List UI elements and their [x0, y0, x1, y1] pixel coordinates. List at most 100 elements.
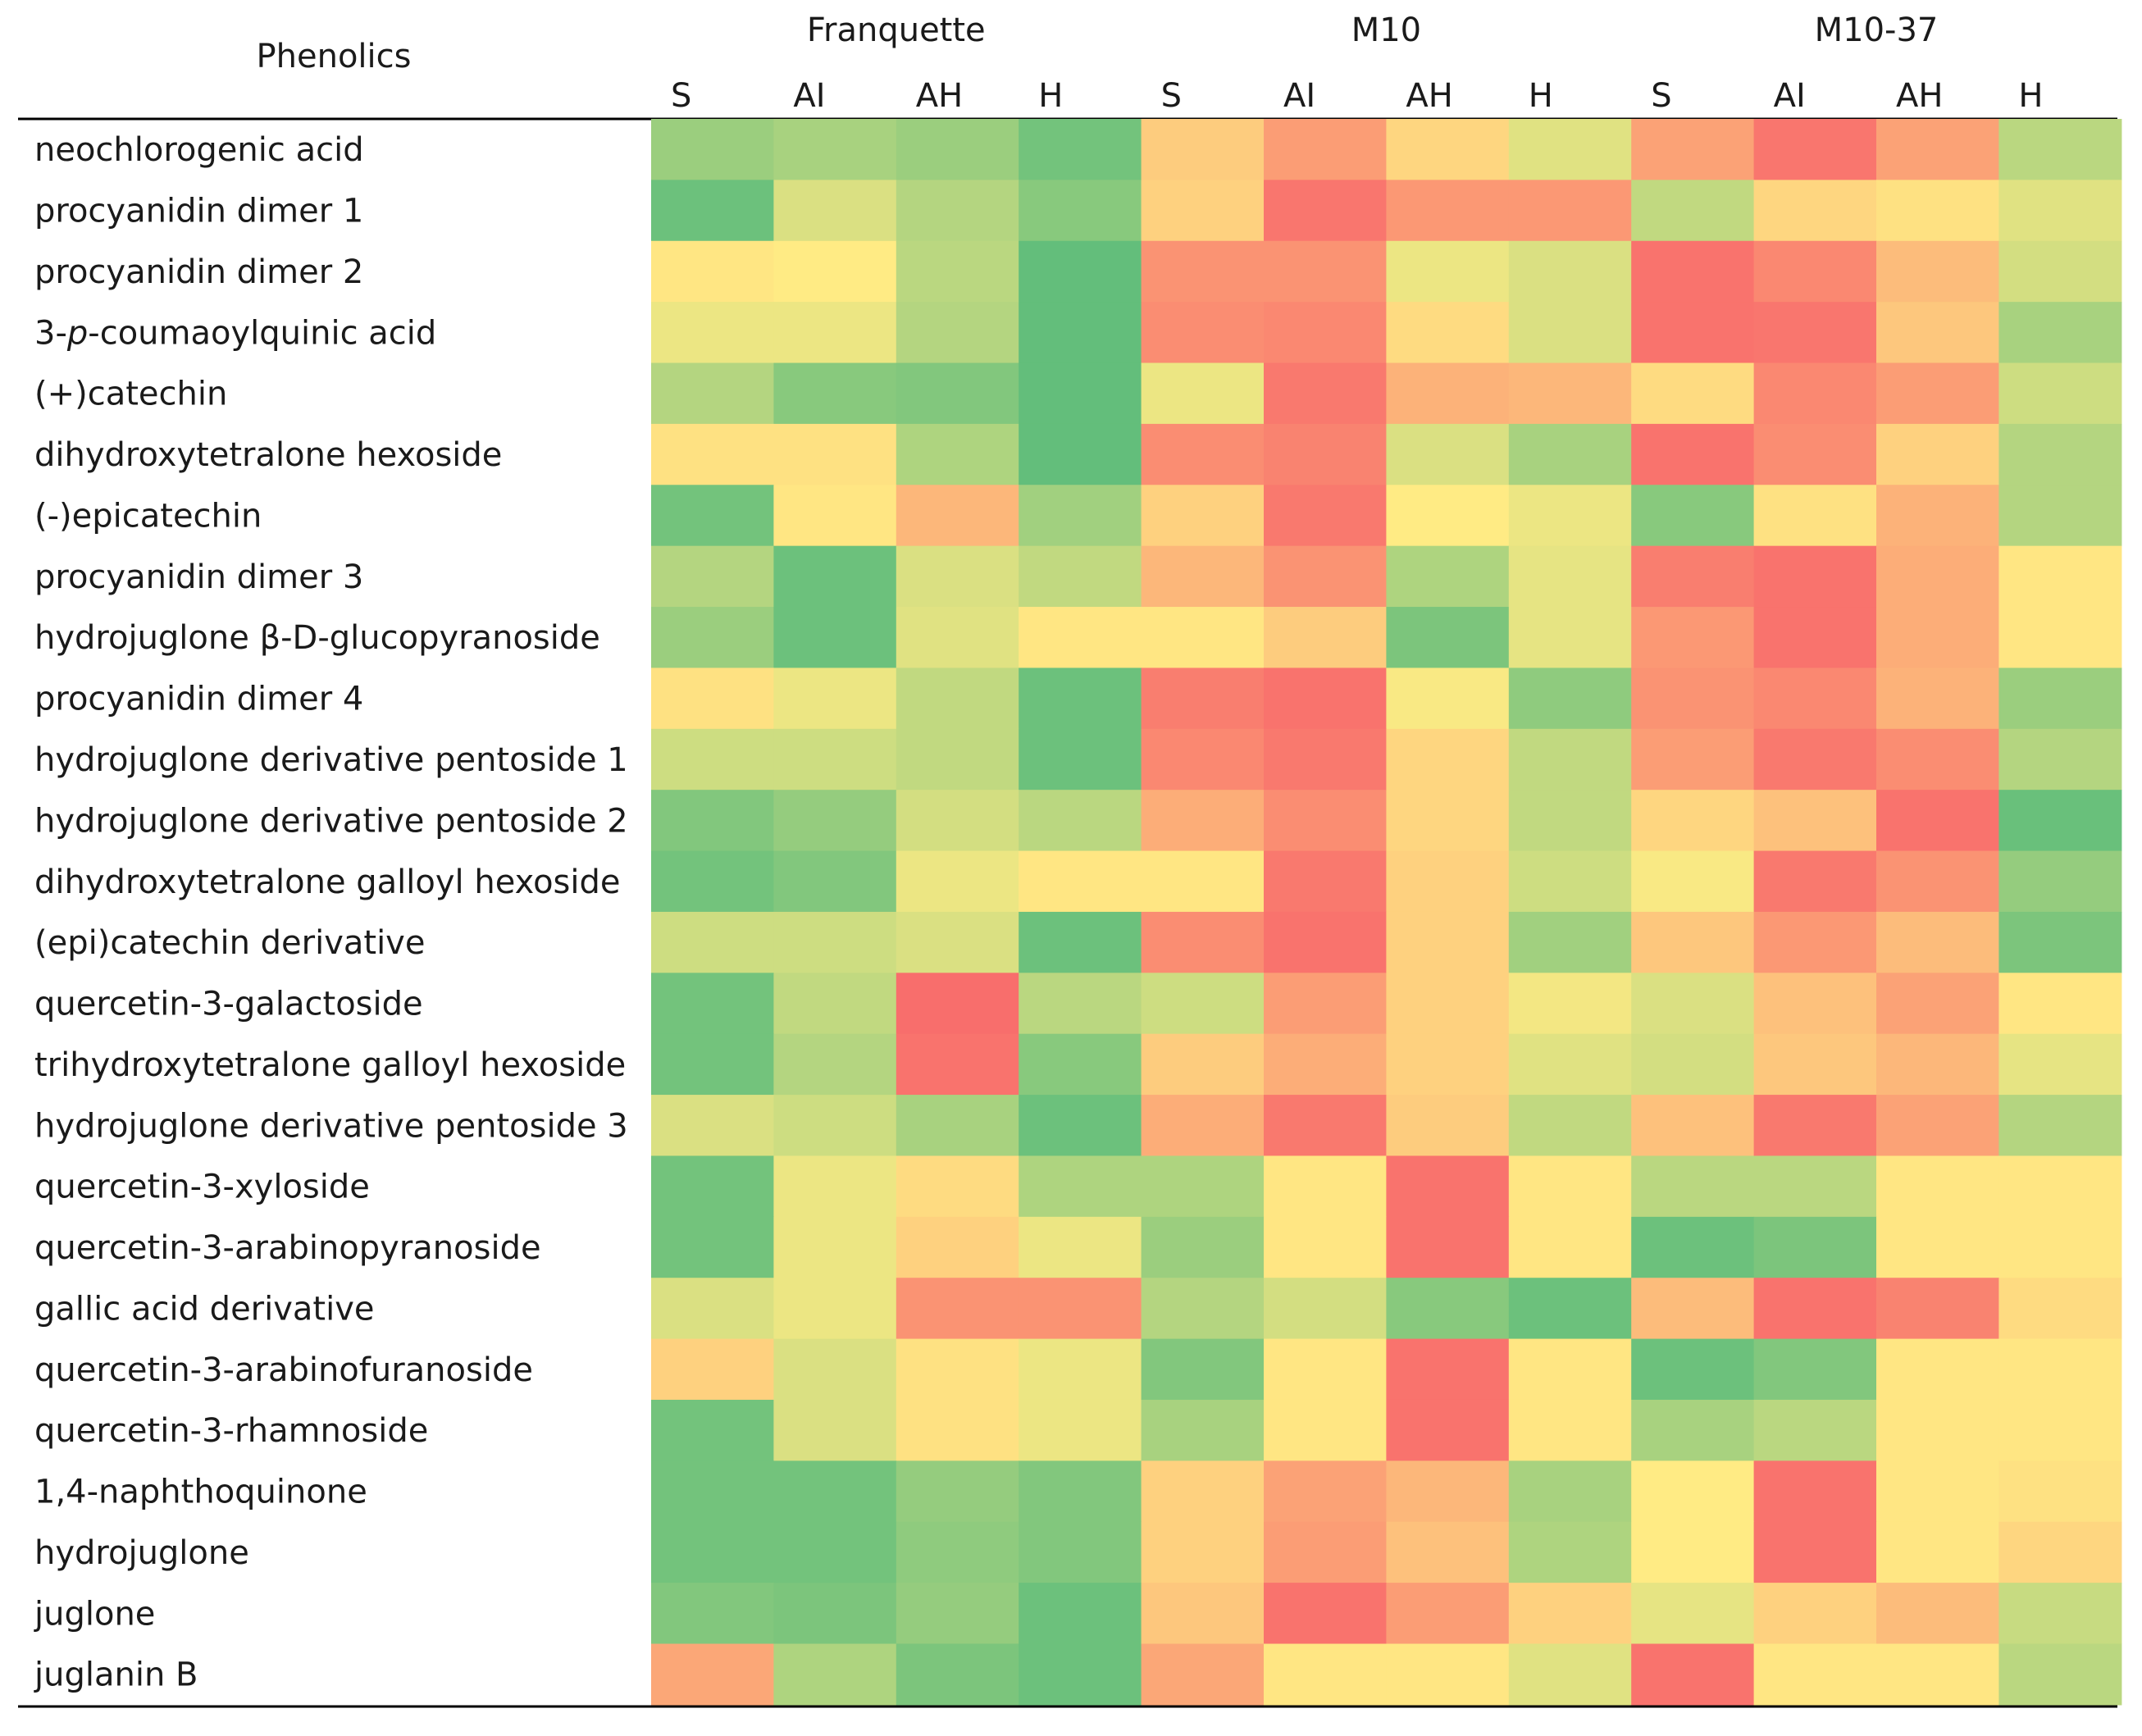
heatmap-cell [1386, 1033, 1510, 1096]
heatmap-cell [1019, 545, 1142, 608]
heatmap-cell [1876, 607, 1999, 669]
heatmap-cell [1753, 1095, 1877, 1157]
heatmap-cell [1386, 850, 1510, 913]
heatmap-cell [1508, 607, 1632, 669]
heatmap-cell [773, 1033, 897, 1096]
heatmap-cell [773, 790, 897, 852]
heatmap-cell [1019, 728, 1142, 791]
heatmap-cell [1019, 668, 1142, 730]
heatmap-cell [1508, 1399, 1632, 1461]
heatmap-cell [1998, 545, 2122, 608]
heatmap-cell [1998, 1095, 2122, 1157]
heatmap-cell [1753, 850, 1877, 913]
heatmap-cell [1386, 1216, 1510, 1278]
heatmap-cell [1876, 485, 1999, 547]
heatmap-cell [1019, 1521, 1142, 1583]
heatmap-cell [1264, 1155, 1387, 1218]
heatmap-cell [896, 728, 1019, 791]
row-label: (+)catechin [34, 376, 227, 413]
heatmap-cell [773, 362, 897, 425]
heatmap-cell [1141, 1521, 1265, 1583]
heatmap-cell [1386, 362, 1510, 425]
heatmap-cell [1876, 1583, 1999, 1645]
heatmap-cell [1264, 302, 1387, 364]
heatmap-cell [1019, 180, 1142, 242]
heatmap-cell [773, 973, 897, 1035]
heatmap-cell [651, 180, 774, 242]
heatmap-cell [1508, 362, 1632, 425]
row-label: procyanidin dimer 3 [34, 558, 363, 596]
row-label: quercetin-3-rhamnoside [34, 1412, 428, 1450]
heatmap-cell [1141, 240, 1265, 303]
heatmap-cell [1386, 790, 1510, 852]
heatmap-cell [896, 1033, 1019, 1096]
heatmap-cell [651, 240, 774, 303]
heatmap-cell [1386, 911, 1510, 973]
heatmap-cell [1141, 302, 1265, 364]
heatmap-cell [1141, 423, 1265, 485]
heatmap-cell [1998, 485, 2122, 547]
row-label: procyanidin dimer 1 [34, 193, 363, 230]
heatmap-cell [1753, 1583, 1877, 1645]
heatmap-cell [1264, 545, 1387, 608]
heatmap-cell [1876, 302, 1999, 364]
heatmap-cell [651, 728, 774, 791]
heatmap-cell [1753, 180, 1877, 242]
heatmap-cell [773, 607, 897, 669]
heatmap-cell [1876, 119, 1999, 180]
heatmap-cell [1141, 1643, 1265, 1706]
heatmap-cell [1141, 485, 1265, 547]
heatmap-cell [773, 545, 897, 608]
row-label: gallic acid derivative [34, 1290, 375, 1328]
heatmap-cell [1631, 668, 1755, 730]
heatmap-cell [1141, 1155, 1265, 1218]
heatmap-cell [1631, 1583, 1755, 1645]
heatmap-cell [1753, 1643, 1877, 1706]
heatmap-cell [1998, 302, 2122, 364]
heatmap-cell [1508, 302, 1632, 364]
heatmap-cell [1876, 1399, 1999, 1461]
heatmap-cell [1508, 790, 1632, 852]
heatmap-cell [1753, 119, 1877, 180]
column-label: S [1161, 77, 1182, 115]
heatmap-cell [1631, 180, 1755, 242]
heatmap-cell [1019, 485, 1142, 547]
heatmap-cell [1631, 1095, 1755, 1157]
heatmap-cell [1141, 362, 1265, 425]
row-label: procyanidin dimer 4 [34, 681, 363, 718]
heatmap-cell [1631, 119, 1755, 180]
heatmap-cell [773, 668, 897, 730]
heatmap-cell [1141, 180, 1265, 242]
heatmap-cell [896, 850, 1019, 913]
heatmap-cell [1631, 302, 1755, 364]
heatmap-cell [1508, 485, 1632, 547]
heatmap-cell [896, 1583, 1019, 1645]
group-labels: Franquette M10 M10-37 [807, 11, 1938, 49]
heatmap-cell [1141, 1278, 1265, 1340]
heatmap-cell [1508, 545, 1632, 608]
heatmap-cell [1631, 1278, 1755, 1340]
heatmap-cell [773, 1643, 897, 1706]
heatmap-cell [1753, 668, 1877, 730]
column-label: AH [1896, 77, 1943, 115]
heatmap-cell [773, 180, 897, 242]
heatmap-cell [896, 607, 1019, 669]
heatmap-cell [773, 1278, 897, 1340]
heatmap-cell [1386, 1583, 1510, 1645]
heatmap-cell [651, 1155, 774, 1218]
heatmap-cell [1508, 1216, 1632, 1278]
heatmap-cell [1141, 1338, 1265, 1401]
heatmap-cell [1386, 423, 1510, 485]
heatmap-cell [773, 728, 897, 791]
heatmap-cell [1876, 790, 1999, 852]
heatmap-cell [1753, 607, 1877, 669]
column-labels: S AI AH H S AI AH H S AI AH H [671, 77, 2043, 115]
heatmap-cell [1753, 911, 1877, 973]
heatmap-cell [1508, 728, 1632, 791]
heatmap-cell [1019, 423, 1142, 485]
row-label: quercetin-3-arabinofuranoside [34, 1351, 533, 1389]
row-label: hydrojuglone derivative pentoside 3 [34, 1107, 628, 1145]
heatmap-cell [896, 911, 1019, 973]
heatmap-cell [1264, 1643, 1387, 1706]
heatmap-cell [1876, 1521, 1999, 1583]
